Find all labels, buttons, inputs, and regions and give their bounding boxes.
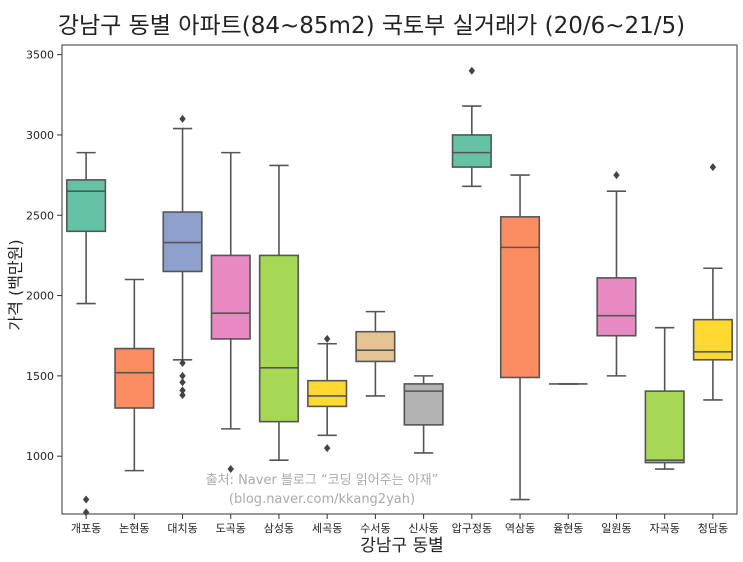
plot-frame — [61, 44, 738, 515]
outlier-point — [468, 66, 476, 75]
y-tick-label: 2500 — [26, 209, 54, 222]
x-tick-label: 압구정동 — [452, 522, 492, 535]
x-tick-label: 도곡동 — [216, 522, 246, 535]
outlier-point — [179, 371, 186, 380]
outlier-point — [179, 391, 186, 400]
box-13 — [692, 318, 733, 361]
box-0 — [66, 179, 107, 233]
box-8 — [451, 134, 492, 168]
outlier-point — [82, 495, 90, 504]
y-tick-label: 3500 — [26, 49, 54, 62]
x-tick-label: 삼성동 — [264, 522, 294, 535]
x-tick-label: 논현동 — [119, 522, 149, 535]
x-tick-label: 역삼동 — [505, 522, 535, 535]
box-12 — [644, 390, 685, 464]
box-9 — [499, 216, 541, 379]
x-tick-label: 청담동 — [698, 522, 728, 535]
box-6 — [355, 330, 396, 363]
y-tick-label: 3000 — [26, 129, 54, 142]
x-tick-label: 세곡동 — [312, 522, 342, 535]
x-tick-label: 개포동 — [71, 522, 101, 535]
outlier-point — [227, 465, 234, 474]
x-tick-label: 신사동 — [408, 522, 438, 535]
watermark-line-2: (blog.naver.com/kkang2yah) — [229, 492, 415, 507]
x-tick-label: 율현동 — [553, 522, 583, 535]
box-2 — [162, 211, 203, 273]
x-tick-label: 자곡동 — [649, 522, 679, 535]
x-tick-label: 수서동 — [360, 522, 390, 535]
box-4 — [258, 254, 300, 423]
box-3 — [210, 254, 251, 340]
outlier-point — [323, 334, 331, 343]
y-tick-label: 2000 — [26, 290, 54, 303]
outlier-point — [179, 378, 186, 387]
watermark-line-1: 출처: Naver 블로그 “코딩 읽어주는 아재” — [206, 473, 439, 488]
outlier-point — [709, 163, 717, 172]
box-7 — [403, 383, 444, 426]
outlier-point — [179, 114, 186, 123]
chart-title: 강남구 동별 아파트(84~85m2) 국토부 실거래가 (20/6~21/5) — [57, 13, 686, 39]
outlier-point — [179, 359, 186, 368]
box-11 — [596, 277, 637, 337]
outlier-point — [323, 444, 331, 453]
y-tick-label: 1000 — [26, 450, 54, 463]
outlier-point — [613, 171, 620, 180]
x-tick-label: 대치동 — [167, 522, 197, 535]
x-tick-label: 일원동 — [601, 521, 631, 535]
x-axis-label: 강남구 동별 — [360, 536, 444, 556]
outlier-point — [82, 508, 90, 517]
plot-area: 1000 1500 2000 2500 3000 3500 개포동 논현동 대치동 도곡동 삼성동 세… — [26, 44, 738, 535]
y-tick-label: 1500 — [26, 370, 54, 383]
box-5 — [307, 379, 348, 408]
y-axis-label: 가격 (백만원) — [6, 239, 25, 330]
outlier-point — [179, 386, 186, 395]
box-1 — [114, 347, 155, 409]
